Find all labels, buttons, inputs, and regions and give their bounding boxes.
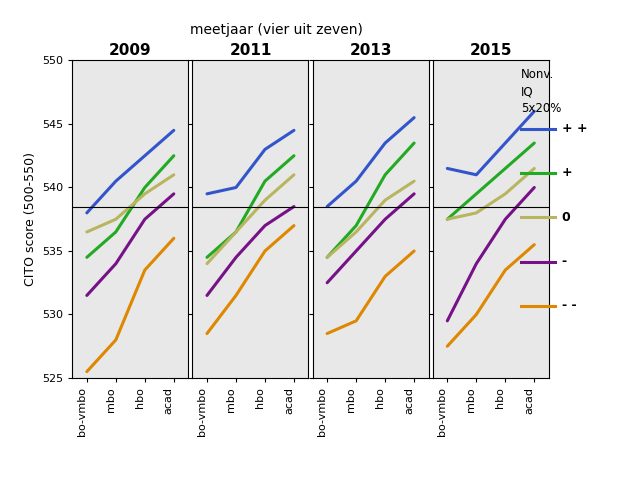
- Text: meetjaar (vier uit zeven): meetjaar (vier uit zeven): [191, 23, 363, 37]
- Title: 2015: 2015: [469, 43, 512, 58]
- Y-axis label: CITO score (500-550): CITO score (500-550): [24, 152, 36, 286]
- Title: 2009: 2009: [109, 43, 152, 58]
- Text: 0: 0: [562, 211, 571, 224]
- Text: Nonv.
IQ
5x20%: Nonv. IQ 5x20%: [521, 68, 561, 115]
- Text: + +: + +: [562, 122, 587, 135]
- Text: +: +: [562, 166, 572, 179]
- Title: 2011: 2011: [230, 43, 272, 58]
- Text: -: -: [562, 255, 567, 268]
- Text: - -: - -: [562, 299, 576, 312]
- Title: 2013: 2013: [349, 43, 392, 58]
